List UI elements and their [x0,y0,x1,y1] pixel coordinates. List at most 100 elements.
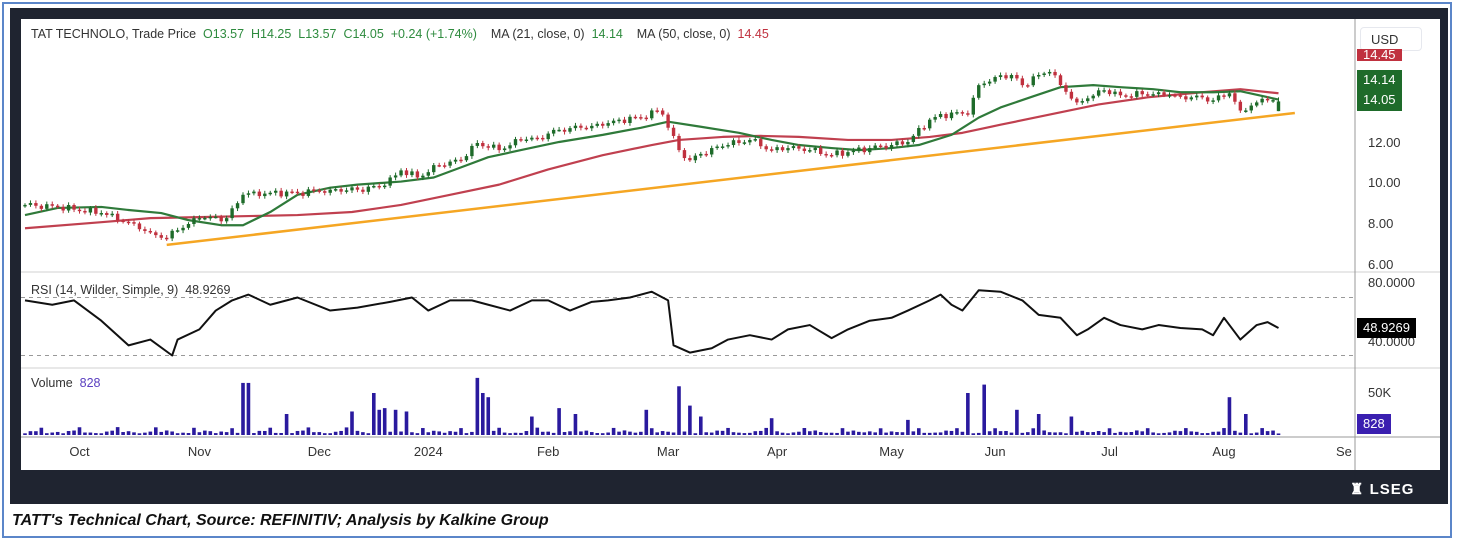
volume-bar [1058,432,1063,435]
candle-body [977,85,981,98]
volume-bar [502,432,507,435]
volume-bar [633,432,638,435]
legend-ma21-label: MA (21, close, 0) [490,27,585,41]
currency-selector[interactable]: USD [1360,27,1422,51]
volume-bar [688,405,692,435]
volume-bar [175,433,180,435]
candle-body [987,81,992,84]
candle-body [628,116,632,123]
rsi-tick: 80.0000 [1368,275,1415,290]
candle-body [900,141,905,145]
ma50-price-tag: 14.45 [1357,49,1402,61]
candle-body [851,150,856,153]
candle-body [497,144,501,151]
volume-bar [290,433,294,435]
volume-bar [1189,431,1194,435]
candle-body [290,191,294,194]
volume-bar [573,414,578,435]
volume-bar [938,432,943,435]
volume-bar [497,427,501,435]
volume-legend-value: 828 [79,376,101,390]
candle-body [878,145,883,148]
volume-bar [557,408,561,435]
candle-body [601,123,605,126]
candle-body [682,150,687,159]
volume-bar [192,427,196,435]
volume-bar [1020,432,1025,435]
candle-body [971,97,975,115]
volume-bar [1031,428,1036,435]
volume-bar [115,427,120,435]
candle-body [541,137,545,140]
candle-body [432,165,436,173]
volume-bar [83,432,87,435]
volume-bar [1194,431,1199,435]
legend-ma50-label: MA (50, close, 0) [636,27,731,41]
candle-body [203,217,207,220]
volume-bar [257,430,262,435]
month-tick: Jun [984,444,1006,459]
candle-body [105,213,109,215]
volume-bar [693,433,698,435]
candle-body [1260,98,1264,103]
volume-bar [758,430,763,435]
candle-body [1140,91,1144,95]
volume-bar [655,432,659,435]
volume-bar [1009,432,1014,435]
month-tick: Apr [766,444,788,459]
volume-bar [475,377,480,435]
candle-body [393,175,398,178]
volume-bar [230,428,234,435]
candle-body [966,113,970,115]
volume-bar [1173,430,1177,435]
candle-body [328,189,332,193]
volume-bar [1222,428,1226,435]
volume-bar [1156,433,1161,435]
legend-symbol: TAT TECHNOLO, Trade Price [31,27,197,41]
volume-bar [224,432,229,435]
volume-bar [23,433,27,435]
candle-body [333,189,338,191]
volume-bar [889,431,894,435]
volume-bar [1036,414,1041,435]
volume-bar [709,432,714,435]
volume-bar [1085,432,1090,435]
candle-body [464,156,469,161]
candle-body [884,145,888,149]
volume-bar [519,432,523,435]
candle-body [1009,74,1014,79]
volume-bar [818,432,823,435]
candle-body [857,147,861,151]
rsi-line [24,289,1279,357]
volume-bar [1140,431,1145,435]
candle-body [219,216,223,222]
candle-body [513,139,518,146]
candle-body [350,187,354,191]
volume-bar [530,416,534,435]
volume-bar [628,431,632,435]
candle-body [748,139,752,143]
volume-bar [835,432,839,435]
candle-body [175,230,180,232]
volume-bar [546,431,550,435]
volume-bar [1227,397,1232,435]
volume-bar [535,427,540,435]
price-legend: TAT TECHNOLO, Trade Price O13.57 H14.25 … [31,27,769,41]
candle-body [284,191,289,197]
volume-bar [682,431,687,435]
volume-bar [742,433,747,435]
volume-bar [50,432,55,435]
candle-body [268,192,272,195]
candle-body [1276,101,1281,112]
candle-body [1069,91,1074,99]
candle-body [197,218,202,220]
volume-bar [284,414,289,435]
candle-body [72,205,76,210]
candle-body [126,221,131,224]
volume-bar [344,427,349,435]
candle-body [181,227,185,231]
candle-body [786,148,790,151]
candle-body [1222,95,1226,97]
volume-bar [595,433,600,435]
